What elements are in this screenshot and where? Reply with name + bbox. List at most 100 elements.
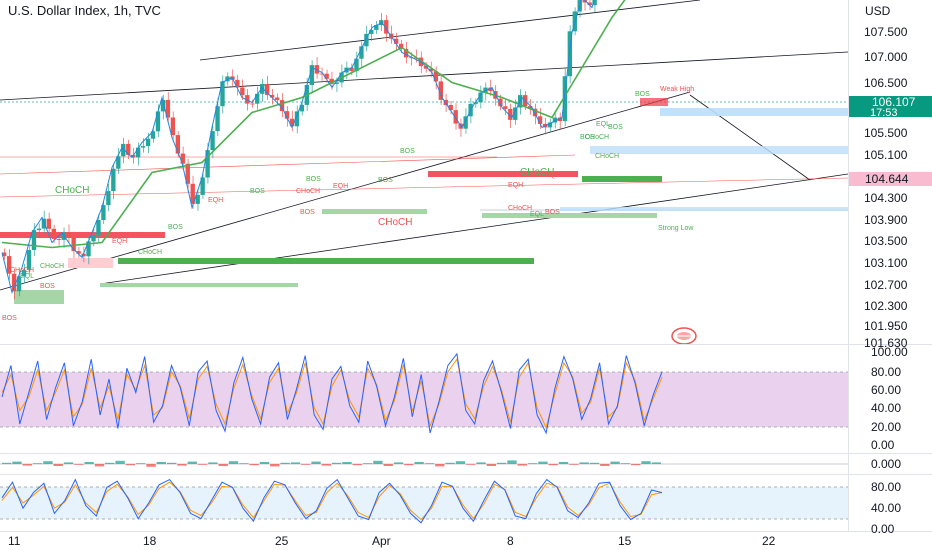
fvg-box (590, 146, 848, 154)
oscillator-tick-label: 80.00 (871, 365, 901, 379)
structure-label: CHoCH (138, 249, 162, 256)
price-tick-label: 103.500 (864, 234, 908, 248)
structure-label: CHoCH (40, 263, 64, 270)
candle-body (225, 76, 230, 82)
candle-body (423, 66, 429, 69)
structure-label: CHoCH (296, 188, 320, 195)
histogram-bar (167, 462, 177, 464)
histogram-bar (228, 461, 239, 464)
histogram-bar (197, 464, 208, 465)
fvg-box (560, 207, 848, 211)
structure-label: BOS (40, 283, 55, 290)
price-tick-label: 104.300 (864, 191, 908, 205)
structure-label: EQH (333, 183, 348, 190)
oscillator-band (0, 487, 848, 519)
time-axis[interactable]: 11 18 25 Apr 8 15 22 (8, 534, 776, 548)
candle-body (160, 99, 166, 112)
histogram-bar (301, 464, 311, 465)
candle-body (428, 68, 434, 72)
histogram-bar (105, 462, 115, 464)
time-tick-label: 25 (275, 534, 289, 548)
time-tick-label: 15 (618, 534, 632, 548)
candle-body (488, 87, 493, 92)
stoch-k-line (1, 478, 663, 524)
candle-body (557, 117, 563, 122)
oscillator-axis-1: 100.00 80.00 60.00 40.00 20.00 0.00 (871, 345, 908, 452)
histogram-bar (187, 461, 197, 464)
candle-body (215, 106, 220, 132)
structure-label: EQL (20, 273, 34, 280)
candle-body (106, 191, 111, 206)
oscillator-pane-1 (0, 352, 848, 435)
structure-label: Weak High (660, 86, 694, 93)
indicator-badge-icon[interactable] (671, 327, 697, 344)
chart-title: U.S. Dollar Index, 1h, TVC (8, 3, 161, 18)
candle-body (126, 143, 131, 155)
candle-body (537, 116, 543, 124)
candle-body (473, 102, 478, 104)
candle-body (21, 269, 27, 277)
price-tick-label: 101.630 (864, 336, 908, 350)
histogram-bar (414, 462, 424, 464)
red-order-block (428, 171, 578, 177)
structure-label: BOS (635, 91, 650, 98)
structure-label: EQL (530, 211, 544, 218)
histogram-bar (43, 461, 53, 464)
red-order-block (68, 258, 113, 268)
histogram-bar (362, 463, 373, 464)
candle-body (240, 87, 245, 96)
red-level-line-2 (0, 177, 848, 198)
structure-label: CHoCH (378, 217, 412, 228)
candle-body (31, 230, 37, 250)
histogram-bar (393, 462, 404, 464)
histogram-pane (0, 460, 848, 467)
histogram-bar (12, 461, 22, 464)
histogram-bar (352, 464, 362, 466)
candle-body (513, 107, 518, 120)
histogram-axis: 0.000 (871, 457, 901, 471)
candle-body (448, 105, 453, 111)
histogram-bar (600, 464, 610, 466)
candle-body (349, 67, 354, 72)
histogram-bar (156, 462, 166, 464)
oscillator-tick-label: 20.00 (871, 420, 901, 434)
candle-body (111, 168, 116, 192)
oscillator-tick-label: 40.00 (871, 401, 901, 415)
histogram-bar (538, 461, 548, 464)
currency-label[interactable]: USD (865, 4, 891, 18)
histogram-bar (146, 464, 156, 467)
histogram-bar (435, 464, 445, 467)
histogram-bar (290, 462, 301, 464)
candle-body (279, 100, 285, 112)
candle-body (135, 147, 141, 158)
price-tick-label: 103.100 (864, 256, 908, 270)
structure-label: BOS (168, 224, 183, 231)
candle-body (503, 106, 508, 109)
structure-label: EQH (545, 172, 560, 179)
structure-label: CHoCH (10, 267, 34, 274)
structure-label: CHoCH (508, 205, 532, 212)
structure-label: BOS (400, 148, 415, 155)
candle-body (96, 220, 101, 235)
time-tick-label: 22 (762, 534, 776, 548)
stoch-tick-label: 80.00 (871, 480, 901, 494)
last-price-value: 106.107 (872, 95, 916, 109)
candle-body (498, 98, 503, 107)
candle-body (393, 38, 399, 44)
green-order-block (14, 290, 64, 304)
top-trendline (199, 0, 701, 61)
candle-body (319, 73, 324, 75)
price-axis[interactable]: 107.500 107.000 106.500 105.500 105.100 104.3… (864, 25, 908, 350)
candle-body (26, 250, 32, 270)
candle-body (403, 48, 409, 58)
candle-body (527, 106, 533, 109)
candle-body (180, 153, 185, 164)
lower-trendline (99, 173, 848, 285)
level-price-tag: 104.644 (849, 172, 932, 186)
structure-label: CHoCH (595, 153, 619, 160)
candle-body (309, 65, 314, 85)
candle-body (101, 205, 106, 220)
histogram-bar (610, 461, 620, 464)
candle-body (190, 183, 195, 204)
red-level-line (0, 154, 576, 175)
